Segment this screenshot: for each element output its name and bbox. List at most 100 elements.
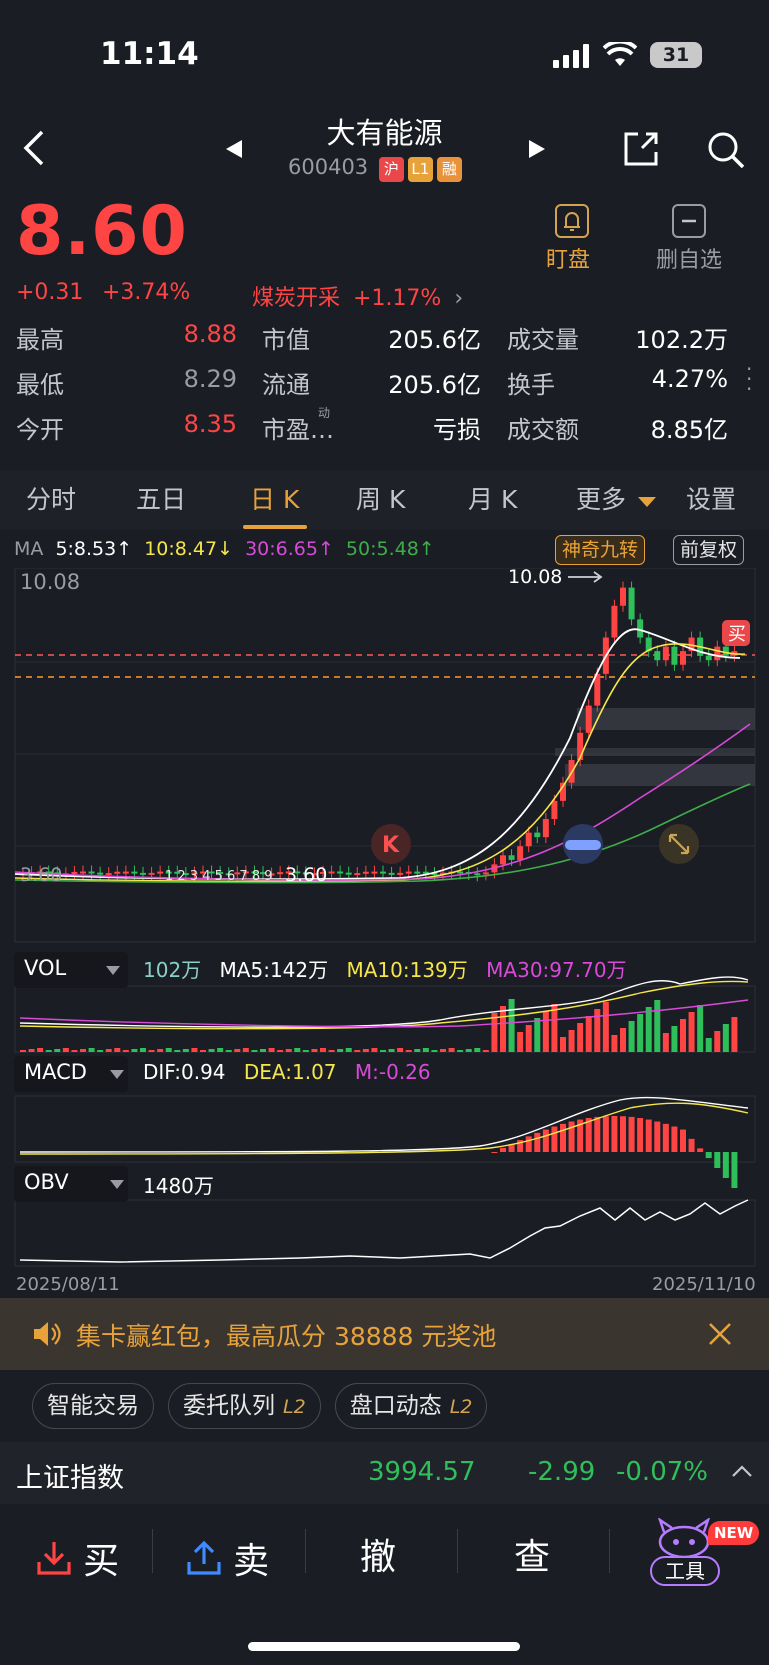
speaker-icon (34, 1322, 61, 1346)
candle-body (620, 587, 626, 606)
sector-name: 煤炭开采 (252, 286, 341, 311)
candle-body (131, 871, 138, 874)
tab-daily-k[interactable]: 日 K (250, 485, 300, 514)
peak-arrow-icon (568, 571, 603, 583)
home-indicator (248, 1642, 520, 1651)
query-button[interactable]: 查 (514, 1537, 551, 1578)
candle-body (371, 871, 378, 874)
candle-body (122, 871, 129, 874)
macd-bar (525, 1136, 532, 1152)
candle-body (157, 871, 164, 874)
expand-icon (668, 833, 690, 855)
candle-body (671, 646, 678, 665)
tab-settings[interactable]: 设置 (686, 485, 737, 514)
candle-body (268, 873, 275, 876)
candle-body (500, 855, 506, 865)
macd-bar (491, 1152, 498, 1153)
volume-bar (577, 1023, 584, 1052)
candle-body (165, 871, 172, 874)
macd-bar (534, 1132, 541, 1152)
volume-bar (380, 1050, 386, 1052)
remove-watch-button[interactable] (672, 204, 706, 242)
volume-bar (37, 1048, 44, 1052)
candle-body (37, 871, 44, 874)
share-icon[interactable] (622, 130, 660, 168)
sector-link[interactable]: 煤炭开采 +1.17% › (252, 280, 463, 312)
close-icon[interactable] (708, 1322, 732, 1346)
promo-banner[interactable]: 集卡赢红包，最高瓜分 38888 元奖池 (0, 1298, 769, 1370)
cancel-order-button[interactable]: 撤 (360, 1537, 397, 1578)
candle-body (722, 646, 729, 656)
low-label: 最低 (16, 371, 64, 399)
magic-nine-button[interactable]: 神奇九转 (555, 535, 646, 565)
candle-body (200, 871, 206, 874)
volume-bar (474, 1048, 481, 1052)
candle-body (260, 872, 266, 875)
tab-intraday[interactable]: 分时 (26, 485, 77, 514)
adjust-button[interactable]: 前复权 (673, 535, 745, 565)
volume-bar (157, 1049, 164, 1052)
ma30-value: 30:6.65↑ (245, 538, 334, 560)
obv-line (19, 1199, 749, 1263)
high-value: 8.88 (183, 320, 237, 348)
volume-bar (337, 1049, 344, 1052)
tag-l1: L1 (407, 157, 433, 182)
tab-more-label: 更多 (576, 485, 627, 514)
vol-selector[interactable]: VOL (14, 952, 128, 988)
candle-body (680, 651, 686, 665)
open-value: 8.35 (183, 410, 237, 438)
next-stock-icon[interactable] (527, 138, 547, 160)
volume-bar (560, 1037, 566, 1052)
vol-ma10-line (19, 980, 749, 1030)
candle-body (577, 732, 584, 761)
chevron-up-icon[interactable] (731, 1464, 753, 1478)
macd-selector[interactable]: MACD (14, 1056, 128, 1092)
k-badge-bg (371, 824, 411, 864)
volume-bar (500, 1006, 506, 1052)
high-label: 最高 (16, 326, 64, 354)
tab-five-day[interactable]: 五日 (136, 485, 187, 514)
macd-bar (697, 1148, 704, 1152)
tab-monthly-k[interactable]: 月 K (468, 485, 518, 514)
prev-stock-icon[interactable] (224, 138, 244, 160)
candle-body (397, 872, 404, 875)
remove-watch-label: 删自选 (656, 248, 723, 273)
search-icon[interactable] (706, 130, 746, 170)
macd-bar (645, 1119, 652, 1152)
stock-code: 600403 (288, 155, 369, 179)
tab-weekly-k[interactable]: 周 K (356, 485, 406, 514)
macd-bar (628, 1116, 635, 1152)
watch-button[interactable] (553, 204, 591, 242)
candle-body (80, 871, 86, 874)
macd-m: M:-0.26 (354, 1060, 431, 1084)
volume-bar (191, 1048, 198, 1052)
buy-signal-badge (722, 620, 750, 646)
index-bar[interactable]: 上证指数 3994.57 -2.99 -0.07% (0, 1442, 769, 1504)
tools-button[interactable]: 工具 (648, 1518, 722, 1586)
back-icon[interactable] (20, 128, 46, 168)
candle-body (225, 873, 232, 876)
candle-body (422, 871, 429, 874)
candle-body (457, 871, 464, 874)
order-queue-button[interactable]: 委托队列 L2 (168, 1383, 321, 1429)
volume-bar (277, 1050, 284, 1052)
caret-down-icon (110, 1070, 124, 1079)
candle-body (71, 871, 78, 874)
obv-selector[interactable]: OBV (14, 1166, 128, 1202)
volume-bar (551, 1004, 558, 1052)
volume-bar (620, 1028, 626, 1052)
candle-body (474, 873, 481, 876)
buy-button[interactable]: 买 (36, 1532, 119, 1584)
candle-body (585, 705, 592, 733)
sell-button[interactable]: 卖 (186, 1532, 269, 1584)
order-queue-label: 委托队列 (183, 1393, 275, 1419)
volume-bar (131, 1049, 138, 1052)
candle-body (508, 855, 515, 860)
volume-bar (654, 1000, 661, 1052)
ma-legend: MA 5:8.53↑ 10:8.47↓ 30:6.65↑ 50:5.48↑ (14, 538, 435, 560)
stock-chart[interactable]: 10.08 10.08 3.60 3.60 1 2 3 4 5 6 7 8 9 … (0, 568, 769, 1300)
more-dots-icon[interactable]: · · · (746, 357, 753, 401)
smart-trade-button[interactable]: 智能交易 (32, 1383, 154, 1429)
tab-more[interactable]: 更多 (576, 480, 656, 516)
tape-dynamics-button[interactable]: 盘口动态 L2 (334, 1383, 488, 1429)
